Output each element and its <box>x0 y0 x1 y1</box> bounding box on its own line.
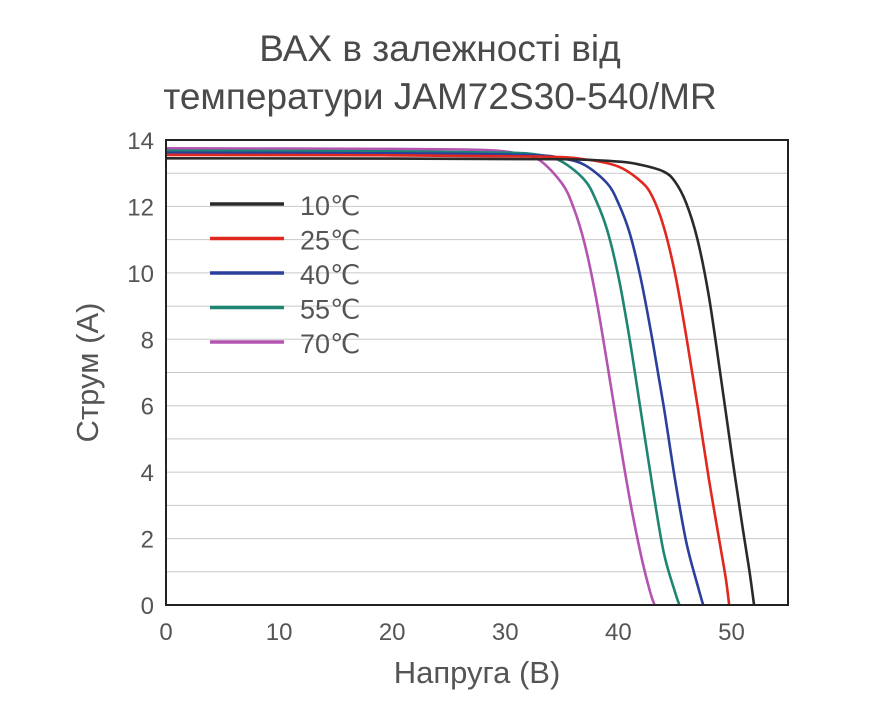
series-line-55c <box>165 149 681 606</box>
gridlines <box>166 172 788 573</box>
y-tick-label: 4 <box>141 460 154 487</box>
y-tick-label: 10 <box>127 261 154 288</box>
series-line-70c <box>165 147 656 606</box>
legend-label: 40℃ <box>300 260 360 290</box>
x-axis-ticks: 0 10 20 30 40 50 <box>159 619 744 646</box>
y-tick-label: 2 <box>141 527 154 554</box>
x-tick-label: 40 <box>605 619 632 646</box>
y-tick-label: 6 <box>141 394 154 421</box>
legend-label: 70℃ <box>300 329 360 359</box>
plot-area-frame <box>165 139 789 606</box>
legend: 10℃ 25℃ 40℃ 55℃ 70℃ <box>210 191 360 359</box>
x-tick-label: 0 <box>159 619 172 646</box>
x-tick-label: 10 <box>266 619 293 646</box>
y-tick-label: 8 <box>141 327 154 354</box>
x-tick-label: 50 <box>718 619 745 646</box>
legend-label: 10℃ <box>300 191 360 221</box>
series-lines <box>165 147 756 606</box>
x-tick-label: 20 <box>379 619 406 646</box>
y-tick-label: 12 <box>127 194 154 221</box>
series-line-40c <box>165 151 705 606</box>
y-tick-label: 0 <box>141 593 154 620</box>
legend-label: 55℃ <box>300 295 360 325</box>
chart-title-line-2: температури JAM72S30-540/MR <box>163 76 717 117</box>
x-tick-label: 30 <box>492 619 519 646</box>
series-line-10c <box>165 156 756 606</box>
y-axis-label: Струм (А) <box>70 303 105 443</box>
legend-label: 25℃ <box>300 226 360 256</box>
y-tick-label: 14 <box>127 128 154 155</box>
y-axis-ticks: 0 2 4 6 8 10 12 14 <box>127 128 154 620</box>
x-axis-label: Напруга (В) <box>394 655 561 690</box>
series-line-25c <box>165 153 731 606</box>
chart-title-line-1: ВАХ в залежності від <box>259 28 621 69</box>
